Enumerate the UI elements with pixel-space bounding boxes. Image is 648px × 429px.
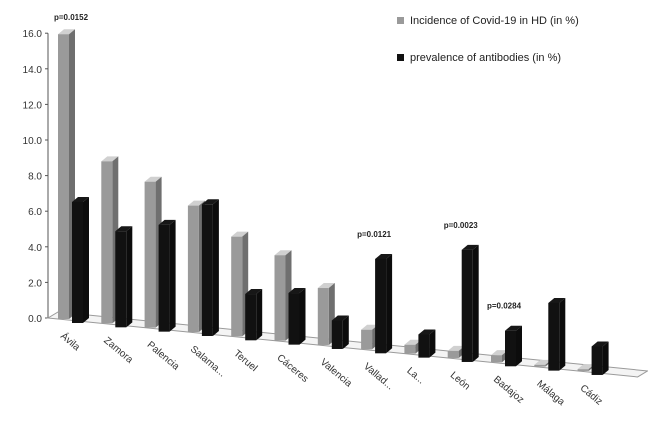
y-tick-label: 6.0 [28, 207, 42, 218]
x-tick-label: Valencia [318, 357, 354, 390]
bar-antibodies [331, 315, 349, 349]
x-tick-label: Cádiz [578, 383, 605, 408]
bar-antibodies [505, 325, 522, 367]
x-tick-label: Zamora [101, 335, 135, 366]
legend-label-incidence: Incidence of Covid-19 in HD (in %) [410, 15, 579, 27]
legend-swatch-incidence [397, 17, 404, 24]
chart-bars [58, 29, 609, 375]
bar-antibodies [201, 199, 219, 336]
bar-antibodies [375, 253, 393, 354]
y-tick-label: 0.0 [28, 314, 42, 325]
x-tick-label: Badajoz [491, 374, 526, 406]
y-tick-label: 2.0 [28, 278, 42, 289]
x-tick-label: Palencia [145, 340, 182, 373]
bar-antibodies [548, 297, 566, 371]
x-tick-label: Vallad... [361, 361, 395, 392]
x-tick-label: La... [404, 366, 426, 387]
y-tick-label: 8.0 [28, 172, 42, 183]
bar-antibodies [461, 244, 479, 362]
y-tick-label: 10.0 [23, 136, 43, 147]
y-tick-label: 4.0 [28, 243, 42, 254]
x-tick-label: Teruel [231, 348, 259, 374]
bar-antibodies [591, 341, 609, 375]
p-value-annotation: p=0.0023 [444, 221, 479, 230]
chart-legend: Incidence of Covid-19 in HD (in %) preva… [397, 15, 579, 64]
x-tick-label: Ávila [58, 329, 83, 353]
x-tick-label: Málaga [534, 379, 567, 409]
bar-antibodies [245, 289, 263, 341]
y-tick-label: 16.0 [23, 29, 43, 40]
y-tick-label: 14.0 [23, 65, 43, 76]
legend-label-antibodies: prevalence of antibodies (in %) [410, 52, 561, 64]
x-tick-label: León [448, 370, 472, 393]
y-tick-label: 12.0 [23, 100, 43, 111]
bar-antibodies [158, 219, 176, 332]
p-value-annotation: p=0.0121 [357, 230, 392, 239]
x-tick-label: Salama... [188, 344, 227, 380]
bar-antibodies [288, 288, 306, 345]
legend-swatch-antibodies [397, 54, 404, 61]
bar-antibodies [72, 196, 89, 323]
p-value-annotation: p=0.0152 [54, 13, 89, 22]
p-value-annotation: p=0.0284 [487, 302, 522, 311]
bar-antibodies [418, 329, 436, 358]
x-tick-label: Cáceres [275, 353, 311, 385]
bar-antibodies [115, 226, 133, 328]
